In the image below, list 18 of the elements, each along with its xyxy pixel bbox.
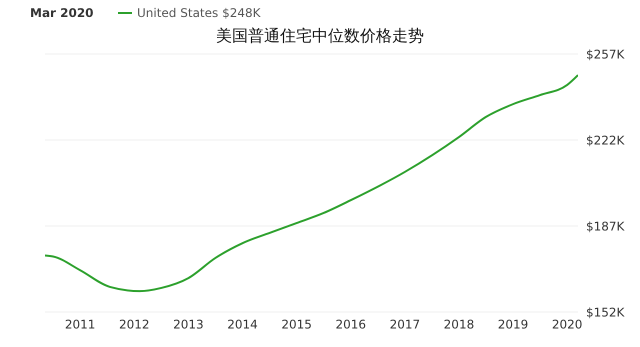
x-tick-label: 2020: [552, 318, 582, 332]
x-tick-label: 2012: [119, 318, 150, 332]
x-tick-label: 2014: [227, 318, 258, 332]
x-tick-label: 2013: [173, 318, 204, 332]
line-series: [45, 74, 578, 292]
y-tick-label: $152K: [586, 305, 626, 320]
y-tick-label: $257K: [586, 47, 626, 62]
x-tick-label: 2018: [444, 318, 474, 332]
x-tick-label: 2011: [64, 318, 96, 332]
x-tick-label: 2019: [498, 318, 528, 332]
x-tick-label: 2016: [335, 318, 366, 332]
x-tick-label: 2015: [281, 318, 312, 332]
chart-title: 美国普通住宅中位数价格走势: [215, 26, 425, 47]
text: Mar 2020: [30, 6, 94, 20]
y-tick-label: $222K: [586, 133, 626, 148]
y-tick-label: $187K: [586, 219, 626, 234]
legend-label: United States $248K: [137, 6, 260, 20]
x-tick-label: 2017: [390, 318, 420, 332]
